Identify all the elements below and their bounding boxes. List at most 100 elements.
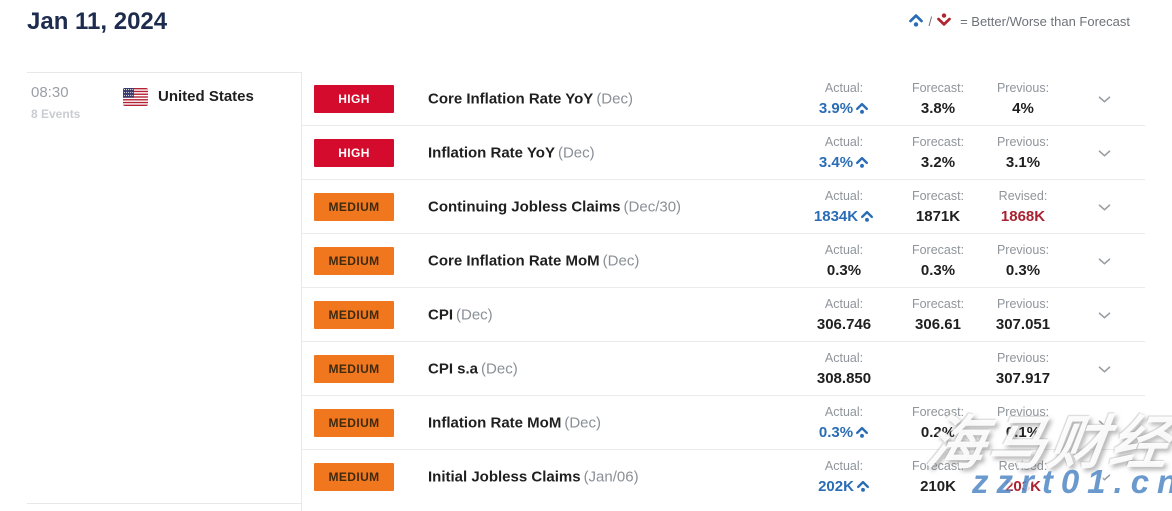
event-row[interactable]: HIGH Core Inflation Rate YoY (Dec) Actual…: [302, 72, 1145, 126]
event-name: CPI (Dec): [428, 306, 493, 323]
actual-label: Actual:: [824, 459, 864, 473]
event-row[interactable]: HIGH Inflation Rate YoY (Dec) Actual: 3.4…: [302, 126, 1145, 180]
event-name: Inflation Rate YoY (Dec): [428, 144, 595, 161]
actual-value: 306.746: [816, 315, 872, 333]
previous-value: 307.917: [995, 369, 1051, 387]
previous-value: 203K: [1005, 477, 1041, 495]
expand-chevron[interactable]: [1098, 144, 1111, 162]
better-icon: [856, 102, 869, 114]
legend-text: = Better/Worse than Forecast: [960, 14, 1130, 29]
previous-cell: Previous: 3.1%: [963, 135, 1083, 172]
forecast-value: 1871K: [915, 207, 961, 225]
previous-cell: Previous: 307.051: [963, 297, 1083, 334]
event-period: (Dec): [602, 252, 640, 269]
event-period: (Dec): [481, 360, 518, 377]
chevron-down-icon: [1098, 203, 1111, 211]
actual-label: Actual:: [824, 297, 864, 311]
impact-badge-medium: MEDIUM: [314, 193, 394, 221]
actual-cell: Actual: 3.9%: [784, 81, 904, 118]
actual-cell: Actual: 308.850: [784, 351, 904, 388]
previous-cell: Previous: 4%: [963, 81, 1083, 118]
forecast-value: 0.2%: [920, 423, 956, 441]
event-row[interactable]: MEDIUM Continuing Jobless Claims (Dec/30)…: [302, 180, 1145, 234]
event-row[interactable]: MEDIUM Core Inflation Rate MoM (Dec) Actu…: [302, 234, 1145, 288]
worse-icon: [936, 12, 952, 31]
previous-value: 1868K: [1000, 207, 1046, 225]
previous-label: Previous:: [996, 135, 1050, 149]
forecast-label: Forecast:: [911, 189, 965, 203]
event-name: Initial Jobless Claims (Jan/06): [428, 468, 639, 486]
actual-cell: Actual: 0.3%: [784, 243, 904, 280]
actual-value: 3.4%: [784, 154, 904, 173]
event-time: 08:30: [31, 84, 69, 101]
expand-chevron[interactable]: [1098, 469, 1111, 487]
actual-cell: Actual: 202K: [784, 459, 904, 496]
impact-badge-medium: MEDIUM: [314, 247, 394, 275]
impact-badge-medium: MEDIUM: [314, 355, 394, 383]
actual-cell: Actual: 306.746: [784, 297, 904, 334]
previous-label: Revised:: [998, 459, 1048, 473]
event-period: (Dec): [596, 90, 633, 107]
event-row[interactable]: MEDIUM CPI (Dec) Actual: 306.746 Forecast…: [302, 288, 1145, 342]
event-period: (Jan/06): [583, 468, 639, 486]
previous-cell: Previous: 0.1%: [963, 405, 1083, 442]
previous-label: Previous:: [996, 243, 1050, 257]
column-divider: [301, 72, 302, 511]
forecast-cell: Forecast: 3.2%: [878, 135, 998, 172]
country-name[interactable]: United States: [158, 88, 254, 105]
event-period: (Dec): [564, 414, 601, 431]
forecast-cell: Forecast: 306.61: [878, 297, 998, 334]
actual-cell: Actual: 0.3%: [784, 405, 904, 442]
expand-chevron[interactable]: [1098, 90, 1111, 108]
expand-chevron[interactable]: [1098, 414, 1111, 432]
better-icon: [856, 480, 869, 492]
actual-label: Actual:: [824, 351, 864, 365]
forecast-cell: Forecast: 3.8%: [878, 81, 998, 118]
forecast-value: 210K: [920, 477, 956, 495]
event-name: Continuing Jobless Claims (Dec/30): [428, 198, 682, 215]
event-name: CPI s.a (Dec): [428, 360, 518, 377]
actual-label: Actual:: [824, 189, 864, 203]
actual-label: Actual:: [824, 405, 864, 419]
worse-icon: [937, 13, 951, 26]
previous-cell: Revised: 203K: [963, 459, 1083, 496]
previous-value: 307.051: [995, 315, 1051, 333]
actual-label: Actual:: [824, 81, 864, 95]
chevron-down-icon: [1098, 365, 1111, 373]
expand-chevron[interactable]: [1098, 198, 1111, 216]
actual-value: 3.9%: [784, 100, 904, 119]
previous-value: 3.1%: [1005, 153, 1041, 171]
actual-label: Actual:: [824, 243, 864, 257]
impact-badge-medium: MEDIUM: [314, 301, 394, 329]
previous-label: Revised:: [998, 189, 1048, 203]
previous-value: 0.1%: [1005, 423, 1041, 441]
forecast-value: 306.61: [915, 315, 961, 333]
impact-badge-high: HIGH: [314, 139, 394, 167]
previous-cell: Revised: 1868K: [963, 189, 1083, 226]
expand-chevron[interactable]: [1098, 306, 1111, 324]
previous-cell: Previous: 307.917: [963, 351, 1083, 388]
expand-chevron[interactable]: [1098, 360, 1111, 378]
event-name: Core Inflation Rate MoM (Dec): [428, 252, 640, 269]
better-icon: [856, 426, 869, 438]
expand-chevron[interactable]: [1098, 252, 1111, 270]
event-row[interactable]: MEDIUM CPI s.a (Dec) Actual: 308.850 Prev…: [302, 342, 1145, 396]
forecast-value: 3.8%: [920, 99, 956, 117]
event-period: (Dec): [456, 306, 493, 323]
previous-value: 4%: [1012, 99, 1034, 117]
previous-cell: Previous: 0.3%: [963, 243, 1083, 280]
event-row[interactable]: MEDIUM Inflation Rate MoM (Dec) Actual: 0…: [302, 396, 1145, 450]
forecast-cell: Forecast: 1871K: [878, 189, 998, 226]
chevron-down-icon: [1098, 311, 1111, 319]
chevron-down-icon: [1098, 149, 1111, 157]
forecast-label: Forecast:: [911, 405, 965, 419]
chevron-down-icon: [1098, 95, 1111, 103]
event-row[interactable]: MEDIUM Initial Jobless Claims (Jan/06) Ac…: [302, 450, 1145, 504]
better-icon: [856, 156, 869, 168]
event-rows: HIGH Core Inflation Rate YoY (Dec) Actual…: [302, 72, 1145, 504]
forecast-label: Forecast:: [911, 243, 965, 257]
forecast-cell: Forecast: 0.3%: [878, 243, 998, 280]
event-period: (Dec): [557, 144, 595, 161]
forecast-value: 3.2%: [920, 153, 956, 171]
previous-label: Previous:: [996, 405, 1050, 419]
